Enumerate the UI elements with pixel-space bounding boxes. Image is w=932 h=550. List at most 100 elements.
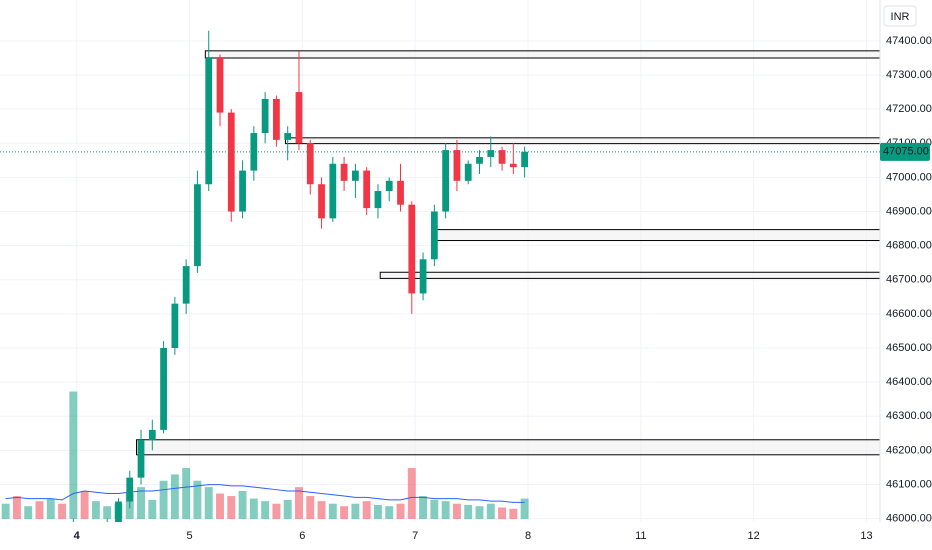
volume-bar xyxy=(419,496,428,519)
candle-body xyxy=(284,133,292,140)
candle-body xyxy=(521,151,528,168)
candle-body xyxy=(498,150,506,164)
candle-body xyxy=(306,143,314,185)
volume-bar xyxy=(509,508,518,519)
candle-body xyxy=(318,184,325,219)
y-tick-label: 46300.00 xyxy=(886,410,932,422)
candle-body xyxy=(273,98,280,140)
x-tick-label: 8 xyxy=(525,530,531,542)
volume-bar xyxy=(464,504,473,519)
candle-body xyxy=(430,211,438,260)
y-tick-label: 46200.00 xyxy=(886,444,932,456)
currency-box xyxy=(883,5,917,27)
volume-bar xyxy=(35,501,44,519)
volume-bar xyxy=(385,506,394,519)
volume-bar xyxy=(340,506,349,519)
zone xyxy=(204,50,881,59)
volume-bar xyxy=(328,503,337,519)
y-tick-label: 47000.00 xyxy=(886,171,932,183)
zone xyxy=(136,439,881,456)
candle-body xyxy=(352,170,359,181)
volume-bar xyxy=(407,468,416,519)
candle-body xyxy=(216,58,224,113)
volume-bar xyxy=(362,501,371,519)
y-tick-label: 46800.00 xyxy=(886,240,932,252)
zone xyxy=(379,271,881,279)
volume-bar xyxy=(317,501,326,519)
candle-body xyxy=(363,170,371,209)
candle-body xyxy=(453,150,461,181)
candle-body xyxy=(115,501,122,522)
volume-bar xyxy=(148,499,157,519)
volume-bar xyxy=(486,503,495,519)
candle-body xyxy=(137,440,145,478)
candle-body xyxy=(81,536,88,543)
volume-bar xyxy=(204,487,213,519)
y-tick-label: 46400.00 xyxy=(886,376,932,388)
volume-bar xyxy=(170,474,179,519)
y-tick-label: 46600.00 xyxy=(886,308,932,320)
candle-body xyxy=(442,150,450,212)
last-price-box xyxy=(880,142,930,161)
candle-body xyxy=(487,150,495,157)
grid xyxy=(0,0,880,522)
candle-body xyxy=(47,539,54,550)
candle-body xyxy=(148,429,156,441)
candle-body xyxy=(385,180,393,192)
candle-body xyxy=(160,348,167,430)
candle-body xyxy=(250,133,258,171)
y-tick-label: 47400.00 xyxy=(886,35,932,47)
candle-body xyxy=(25,542,32,549)
candle-body xyxy=(126,477,134,502)
candle-body xyxy=(36,542,43,550)
volume-bar xyxy=(430,499,439,519)
candle-body xyxy=(419,259,427,294)
candle-body xyxy=(476,156,483,164)
candle-body xyxy=(509,163,517,168)
candle-body xyxy=(397,180,404,205)
candle-body xyxy=(205,58,213,185)
zones xyxy=(136,50,881,456)
volume-bar xyxy=(396,503,405,519)
x-tick-label: 13 xyxy=(860,530,872,542)
volume-bar xyxy=(452,503,461,519)
candle-body xyxy=(182,266,190,304)
x-tick-label: 6 xyxy=(299,530,305,542)
zone xyxy=(434,229,881,242)
y-tick-label: 47300.00 xyxy=(886,69,932,81)
volume-ma xyxy=(5,484,525,503)
x-tick-label: 12 xyxy=(748,530,760,542)
volume-bar xyxy=(24,506,33,519)
volume xyxy=(1,391,529,519)
candle-body xyxy=(239,170,246,212)
x-tick-label: 4 xyxy=(74,530,81,542)
volume-bar xyxy=(441,501,450,519)
candle-body xyxy=(104,525,111,532)
y-tick-label: 47200.00 xyxy=(886,103,932,115)
y-tick-label: 46000.00 xyxy=(886,512,932,524)
volume-bar xyxy=(1,503,10,519)
candle-body xyxy=(374,191,382,209)
volume-bar xyxy=(80,490,89,519)
volume-bar xyxy=(137,487,145,519)
volume-bar xyxy=(69,391,78,519)
volume-bar xyxy=(306,496,315,519)
candle-body xyxy=(14,546,21,549)
volume-bar xyxy=(58,503,66,519)
candle-body xyxy=(194,184,201,267)
volume-bar xyxy=(46,498,55,519)
candle-body xyxy=(408,204,416,294)
volume-bar xyxy=(283,499,292,519)
candle-body xyxy=(295,92,303,144)
x-tick-label: 7 xyxy=(412,530,418,542)
candle-body xyxy=(227,112,235,212)
volume-bar xyxy=(351,503,360,519)
candle-body xyxy=(340,163,348,181)
candle-body xyxy=(261,98,269,134)
volume-bar xyxy=(249,498,258,519)
currency: INR xyxy=(891,11,910,23)
candle-body xyxy=(329,163,337,219)
candle-body xyxy=(464,163,472,181)
x-tick-label: 5 xyxy=(186,530,192,542)
volume-bar xyxy=(520,498,529,519)
